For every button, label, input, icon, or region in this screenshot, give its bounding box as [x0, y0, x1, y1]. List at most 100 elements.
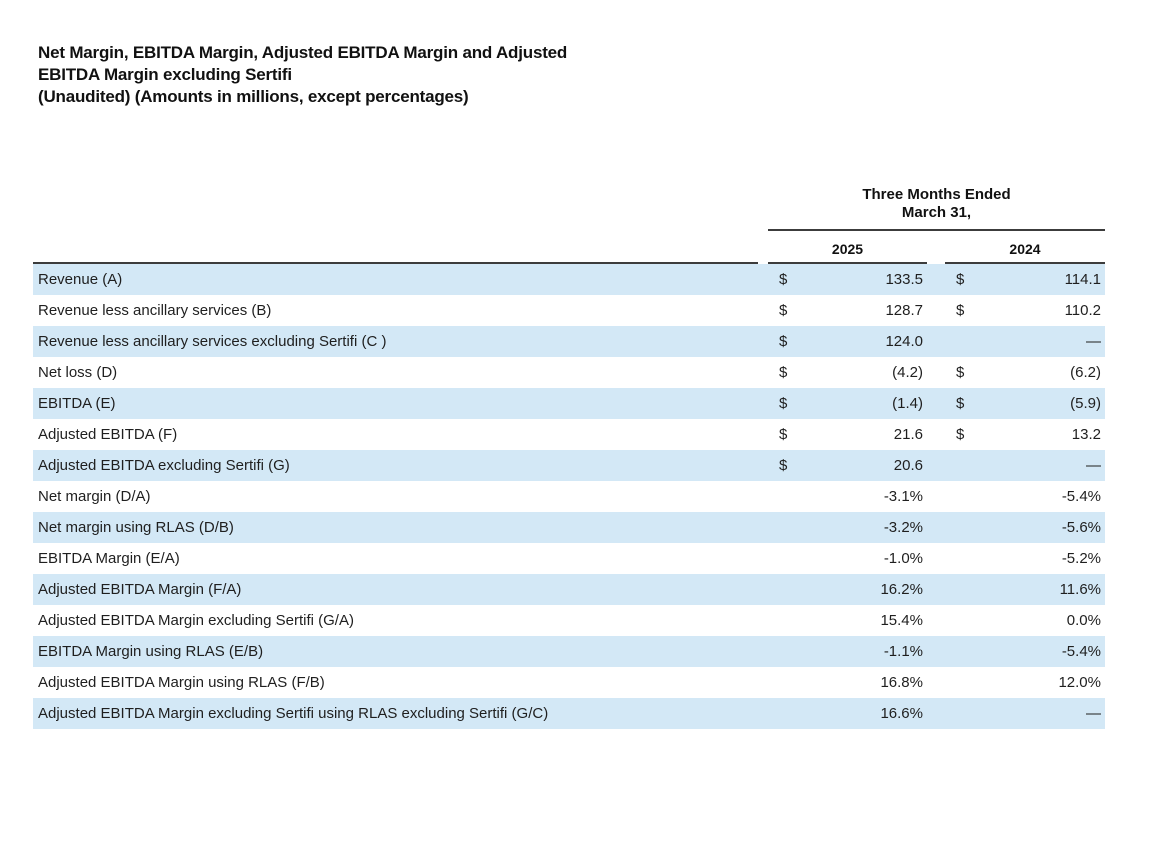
value-2025: (1.4): [892, 395, 923, 412]
label-column-rule: [33, 241, 758, 264]
row-label: EBITDA (E): [38, 394, 116, 412]
value-2025: -1.1%: [883, 643, 923, 660]
table-row: Net loss (D) $ (4.2) $ (6.2): [33, 357, 1105, 388]
value-cell-2024: $ (6.2): [945, 364, 1105, 381]
table-row: Revenue (A) $ 133.5 $ 114.1: [33, 264, 1105, 295]
row-label: Revenue (A): [38, 270, 123, 288]
value-2025: 16.6%: [880, 705, 923, 722]
value-2024: 0.0%: [1066, 612, 1101, 629]
title-line-2: EBITDA Margin excluding Sertifi: [38, 65, 292, 84]
value-2024: -5.2%: [1061, 550, 1101, 567]
value-2025: 133.5: [885, 271, 923, 288]
currency-symbol: $: [956, 302, 965, 319]
value-2024: —: [1086, 333, 1101, 350]
table-row: Adjusted EBITDA Margin excluding Sertifi…: [33, 605, 1105, 636]
value-2024: —: [1086, 457, 1101, 474]
value-cell-2024: —: [945, 705, 1105, 722]
period-header-line-2: March 31,: [901, 204, 972, 221]
column-header-2025: 2025: [768, 241, 927, 264]
column-gap: [758, 241, 768, 264]
table-row: Adjusted EBITDA Margin (F/A) 16.2% 11.6%: [33, 574, 1105, 605]
value-2024: 110.2: [1064, 302, 1101, 319]
table-row: EBITDA (E) $ (1.4) $ (5.9): [33, 388, 1105, 419]
row-label: EBITDA Margin using RLAS (E/B): [38, 642, 264, 660]
value-2025: 16.8%: [880, 674, 923, 691]
table-row: Net margin using RLAS (D/B) -3.2% -5.6%: [33, 512, 1105, 543]
currency-symbol: $: [956, 364, 965, 381]
currency-symbol: $: [779, 302, 788, 319]
value-2024: —: [1086, 705, 1101, 722]
value-2025: -1.0%: [883, 550, 923, 567]
value-2024: 114.1: [1064, 271, 1101, 288]
value-2025: 128.7: [885, 302, 923, 319]
value-2024: (5.9): [1070, 395, 1101, 412]
document-title: Net Margin, EBITDA Margin, Adjusted EBIT…: [38, 42, 567, 108]
row-label: Adjusted EBITDA excluding Sertifi (G): [38, 456, 290, 474]
value-cell-2024: $ 13.2: [945, 426, 1105, 443]
value-cell-2024: $ (5.9): [945, 395, 1105, 412]
value-cell-2024: -5.6%: [945, 519, 1105, 536]
row-label: Adjusted EBITDA Margin excluding Sertifi…: [38, 611, 354, 629]
value-cell-2025: 16.2%: [768, 581, 927, 598]
value-cell-2024: —: [945, 333, 1105, 350]
table-row: Revenue less ancillary services (B) $ 12…: [33, 295, 1105, 326]
table-row: Adjusted EBITDA Margin excluding Sertifi…: [33, 698, 1105, 729]
table-row: EBITDA Margin (E/A) -1.0% -5.2%: [33, 543, 1105, 574]
value-cell-2024: 11.6%: [945, 581, 1105, 598]
value-cell-2024: —: [945, 457, 1105, 474]
value-cell-2025: $ 20.6: [768, 457, 927, 474]
value-2024: -5.4%: [1061, 488, 1101, 505]
currency-symbol: $: [779, 426, 788, 443]
row-label: Adjusted EBITDA (F): [38, 425, 178, 443]
currency-symbol: $: [956, 271, 965, 288]
value-2025: 20.6: [893, 457, 923, 474]
value-2025: (4.2): [892, 364, 923, 381]
value-2024: 13.2: [1071, 426, 1101, 443]
value-cell-2025: $ (1.4): [768, 395, 927, 412]
table-row: Adjusted EBITDA (F) $ 21.6 $ 13.2: [33, 419, 1105, 450]
value-2025: 15.4%: [880, 612, 923, 629]
value-cell-2025: 15.4%: [768, 612, 927, 629]
value-cell-2025: $ (4.2): [768, 364, 927, 381]
value-cell-2025: -1.0%: [768, 550, 927, 567]
value-2024: -5.4%: [1061, 643, 1101, 660]
period-header: Three Months Ended March 31,: [768, 186, 1105, 231]
value-cell-2025: $ 133.5: [768, 271, 927, 288]
value-cell-2025: -3.1%: [768, 488, 927, 505]
period-header-line-1: Three Months Ended: [862, 186, 1011, 203]
value-cell-2025: $ 124.0: [768, 333, 927, 350]
year-header-row: 2025 2024: [33, 241, 1105, 264]
value-2025: 21.6: [893, 426, 923, 443]
financial-metrics-table: Three Months Ended March 31, 2025 2024 R…: [33, 186, 1105, 729]
value-2025: 124.0: [885, 333, 923, 350]
row-label: Revenue less ancillary services (B): [38, 301, 272, 319]
table-row: EBITDA Margin using RLAS (E/B) -1.1% -5.…: [33, 636, 1105, 667]
title-line-1: Net Margin, EBITDA Margin, Adjusted EBIT…: [38, 43, 568, 62]
value-2024: 11.6%: [1059, 581, 1101, 598]
value-2025: 16.2%: [880, 581, 923, 598]
currency-symbol: $: [779, 364, 788, 381]
period-header-row: Three Months Ended March 31,: [33, 186, 1105, 231]
row-label: Net margin (D/A): [38, 487, 151, 505]
value-cell-2024: -5.2%: [945, 550, 1105, 567]
value-cell-2024: 0.0%: [945, 612, 1105, 629]
currency-symbol: $: [956, 395, 965, 412]
value-cell-2025: -3.2%: [768, 519, 927, 536]
row-label: Revenue less ancillary services excludin…: [38, 332, 387, 350]
row-label: EBITDA Margin (E/A): [38, 549, 180, 567]
period-header-spacer: [33, 186, 768, 231]
currency-symbol: $: [779, 395, 788, 412]
value-cell-2025: $ 21.6: [768, 426, 927, 443]
currency-symbol: $: [779, 457, 788, 474]
value-cell-2024: 12.0%: [945, 674, 1105, 691]
row-label: Adjusted EBITDA Margin using RLAS (F/B): [38, 673, 325, 691]
row-label: Net loss (D): [38, 363, 118, 381]
value-cell-2025: 16.8%: [768, 674, 927, 691]
row-label: Adjusted EBITDA Margin excluding Sertifi…: [38, 704, 549, 722]
value-2024: (6.2): [1070, 364, 1101, 381]
row-label: Adjusted EBITDA Margin (F/A): [38, 580, 242, 598]
value-cell-2024: -5.4%: [945, 643, 1105, 660]
currency-symbol: $: [779, 271, 788, 288]
currency-symbol: $: [956, 426, 965, 443]
